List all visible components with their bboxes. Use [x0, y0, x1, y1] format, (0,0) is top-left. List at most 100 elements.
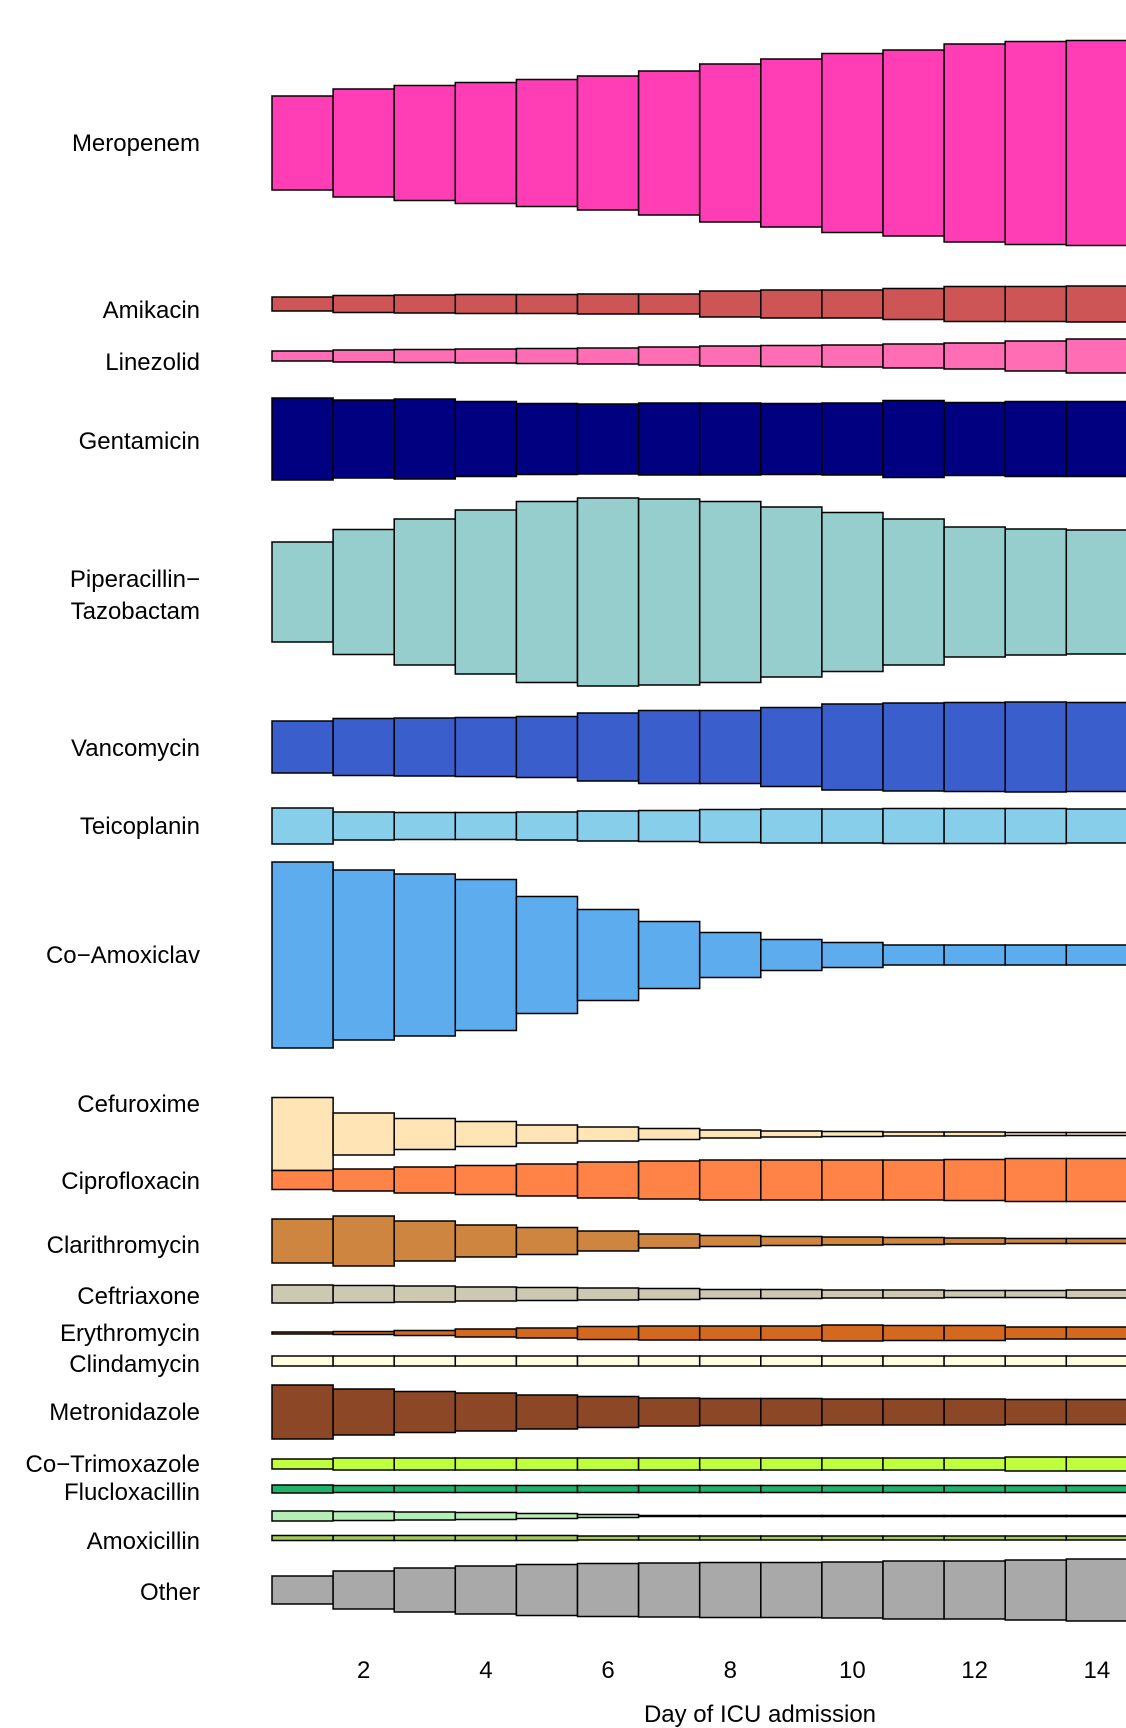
bar-meropenem-day-1	[272, 96, 333, 190]
bar-erythromycin-day-5	[516, 1328, 577, 1338]
bar-meropenem-day-6	[578, 76, 639, 210]
bar-metronidazole-day-12	[944, 1399, 1005, 1425]
series-labels: Meropenem Amikacin Linezolid Gentamicin Pipe…	[25, 130, 200, 1606]
series-label-other: Other	[140, 1579, 200, 1606]
bar-amoxicillin-light-day-4	[455, 1513, 516, 1520]
bar-clindamycin-day-13	[1005, 1356, 1066, 1366]
series-label-clarithromycin: Clarithromycin	[47, 1232, 200, 1259]
bar-flucloxacillin-day-8	[700, 1486, 761, 1493]
bar-flucloxacillin-day-11	[883, 1486, 944, 1493]
bar-vancomycin-day-6	[578, 713, 639, 781]
bar-linezolid-day-1	[272, 351, 333, 361]
bar-linezolid-day-12	[944, 343, 1005, 369]
bar-amoxicillin-light-day-12	[944, 1516, 1005, 1517]
bar-other-day-8	[700, 1563, 761, 1618]
bar-co-trimoxazole-day-7	[639, 1458, 700, 1470]
bar-co-trimoxazole-day-9	[761, 1458, 822, 1470]
bar-co-amoxiclav-day-9	[761, 940, 822, 971]
bar-clindamycin-day-11	[883, 1356, 944, 1366]
bar-cefuroxime-day-14	[1066, 1133, 1126, 1136]
bar-meropenem-day-9	[761, 59, 822, 227]
bar-co-amoxiclav-day-13	[1005, 945, 1066, 965]
bar-ceftriaxone-day-6	[578, 1288, 639, 1300]
bar-co-amoxiclav-day-12	[944, 945, 1005, 965]
bar-gentamicin-day-5	[516, 404, 577, 475]
bar-clindamycin-day-2	[333, 1356, 394, 1366]
bar-amoxicillin-light-day-1	[272, 1511, 333, 1521]
bar-co-trimoxazole-day-4	[455, 1458, 516, 1470]
bar-teicoplanin-day-8	[700, 810, 761, 843]
bar-metronidazole-day-4	[455, 1393, 516, 1431]
bar-clindamycin-day-1	[272, 1356, 333, 1366]
bar-amikacin-day-13	[1005, 287, 1066, 322]
series-label-linezolid: Linezolid	[105, 349, 200, 376]
bar-linezolid-day-7	[639, 347, 700, 365]
bar-amoxicillin-day-11	[883, 1536, 944, 1540]
bar-cefuroxime-day-12	[944, 1132, 1005, 1136]
bar-meropenem-day-14	[1066, 41, 1126, 246]
series-label-metronidazole: Metronidazole	[49, 1399, 200, 1426]
bar-linezolid-day-4	[455, 349, 516, 363]
bar-amoxicillin-day-3	[394, 1536, 455, 1541]
bar-amoxicillin-day-8	[700, 1536, 761, 1540]
bar-clarithromycin-day-14	[1066, 1239, 1126, 1244]
bar-other-day-12	[944, 1561, 1005, 1619]
x-tick-label: 10	[839, 1657, 866, 1684]
bar-ciprofloxacin-day-4	[455, 1166, 516, 1195]
bar-gentamicin-day-6	[578, 404, 639, 474]
series-label-meropenem: Meropenem	[72, 130, 200, 157]
bar-erythromycin-day-14	[1066, 1327, 1126, 1339]
bar-ciprofloxacin-day-8	[700, 1160, 761, 1200]
bar-amikacin-day-1	[272, 297, 333, 311]
bar-ceftriaxone-day-4	[455, 1287, 516, 1301]
bar-co-amoxiclav-day-6	[578, 910, 639, 1001]
bar-ciprofloxacin-day-1	[272, 1171, 333, 1190]
bar-other-day-11	[883, 1561, 944, 1619]
bar-co-trimoxazole-day-13	[1005, 1457, 1066, 1471]
bar-amoxicillin-light-day-5	[516, 1514, 577, 1519]
bar-clindamycin-day-8	[700, 1356, 761, 1366]
bar-gentamicin-day-2	[333, 400, 394, 478]
bar-metronidazole-day-6	[578, 1397, 639, 1428]
bar-vancomycin-day-5	[516, 717, 577, 778]
bar-ceftriaxone-day-11	[883, 1290, 944, 1298]
bar-ciprofloxacin-day-9	[761, 1160, 822, 1200]
bar-amoxicillin-light-day-3	[394, 1512, 455, 1520]
bar-erythromycin-day-7	[639, 1326, 700, 1340]
bar-co-trimoxazole-day-8	[700, 1458, 761, 1470]
bar-ciprofloxacin-day-10	[822, 1160, 883, 1200]
bar-amikacin-day-4	[455, 295, 516, 314]
bar-vancomycin-day-1	[272, 721, 333, 773]
bar-ceftriaxone-day-7	[639, 1289, 700, 1300]
bar-amoxicillin-day-5	[516, 1536, 577, 1541]
bar-flucloxacillin-day-13	[1005, 1486, 1066, 1493]
bar-ceftriaxone-day-1	[272, 1285, 333, 1303]
bar-other-day-13	[1005, 1560, 1066, 1620]
bar-piperacillin-tazobactam-day-5	[516, 502, 577, 683]
bar-amoxicillin-light-day-2	[333, 1512, 394, 1521]
bar-co-trimoxazole-day-5	[516, 1458, 577, 1470]
bar-co-trimoxazole-day-6	[578, 1458, 639, 1470]
bar-co-amoxiclav-day-3	[394, 874, 455, 1036]
bar-erythromycin-day-3	[394, 1331, 455, 1336]
bar-linezolid-day-13	[1005, 341, 1066, 371]
series-label-erythromycin: Erythromycin	[60, 1320, 200, 1347]
bar-gentamicin-day-11	[883, 401, 944, 478]
bar-clindamycin-day-7	[639, 1356, 700, 1366]
bar-erythromycin-day-11	[883, 1326, 944, 1341]
bar-piperacillin-tazobactam-day-10	[822, 513, 883, 672]
bar-teicoplanin-day-3	[394, 813, 455, 840]
bar-vancomycin-day-4	[455, 718, 516, 777]
bar-clindamycin-day-5	[516, 1356, 577, 1366]
bar-clarithromycin-day-10	[822, 1237, 883, 1245]
bar-vancomycin-day-10	[822, 704, 883, 790]
bar-erythromycin-day-6	[578, 1327, 639, 1340]
bar-amoxicillin-light-day-9	[761, 1516, 822, 1517]
bar-other-day-14	[1066, 1559, 1126, 1621]
series-label-co-amoxiclav: Co−Amoxiclav	[46, 942, 200, 969]
bar-cefuroxime-day-3	[394, 1119, 455, 1150]
bar-gentamicin-day-1	[272, 398, 333, 480]
bar-vancomycin-day-11	[883, 703, 944, 791]
bar-piperacillin-tazobactam-day-9	[761, 507, 822, 677]
bar-metronidazole-day-13	[1005, 1400, 1066, 1425]
